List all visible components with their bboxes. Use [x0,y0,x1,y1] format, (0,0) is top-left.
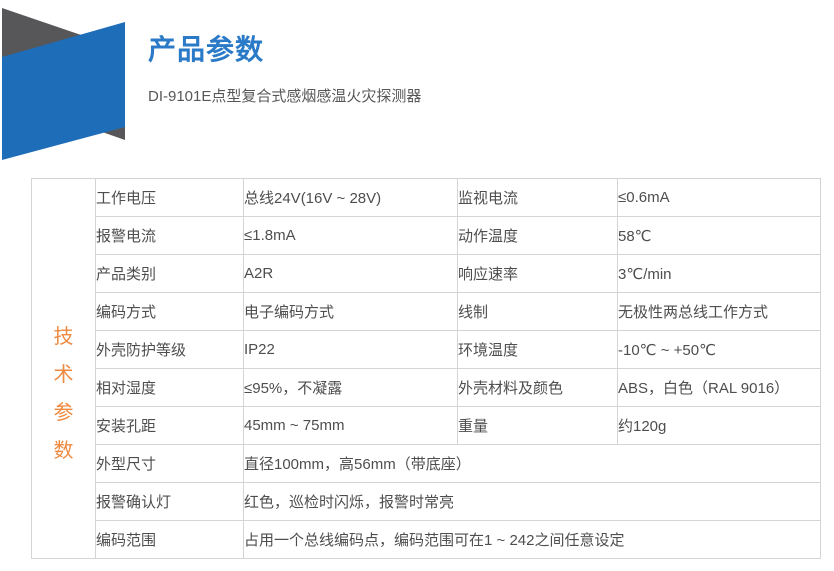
spec-value: A2R [243,254,458,293]
page-header: 产品参数 DI-9101E点型复合式感烟感温火灾探测器 [148,34,421,106]
table-row: 技 术 参 数 工作电压 总线24V(16V ~ 28V) 监视电流 ≤0.6m… [31,178,821,559]
table-row: 编码方式 电子编码方式 线制 无极性两总线工作方式 [32,292,821,331]
table-row: 外型尺寸 直径100mm，高56mm（带底座） [32,444,821,483]
side-header-char: 参 [53,401,74,424]
spec-label: 工作电压 [95,178,244,217]
spec-value: IP22 [243,330,458,369]
spec-label: 外型尺寸 [95,444,244,483]
spec-value: ≤95%，不凝露 [243,368,458,407]
spec-value: 3℃/min [617,254,821,293]
spec-label: 相对湿度 [95,368,244,407]
spec-label: 环境温度 [457,330,618,369]
table-row: 安装孔距 45mm ~ 75mm 重量 约120g [32,406,821,445]
spec-label: 外壳材料及颜色 [457,368,618,407]
product-subtitle: DI-9101E点型复合式感烟感温火灾探测器 [148,88,422,105]
spec-value: 直径100mm，高56mm（带底座） [243,444,821,483]
side-header-char: 数 [53,439,74,462]
side-header-cell: 技 术 参 数 [31,178,96,559]
spec-value: 45mm ~ 75mm [243,406,458,445]
spec-label: 监视电流 [457,178,618,217]
spec-label: 响应速率 [457,254,618,293]
spec-value: ≤0.6mA [617,178,821,217]
spec-value: 58℃ [617,216,821,255]
table-row: 报警电流 ≤1.8mA 动作温度 58℃ [32,216,821,255]
table-row: 外壳防护等级 IP22 环境温度 -10℃ ~ +50℃ [32,330,821,369]
page-title: 产品参数 [148,34,265,65]
spec-label: 编码方式 [95,292,244,331]
spec-value: -10℃ ~ +50℃ [617,330,821,369]
side-header-vertical-text: 技 术 参 数 [33,268,95,470]
spec-label: 动作温度 [457,216,618,255]
spec-value: 约120g [617,406,821,445]
spec-value: ≤1.8mA [243,216,458,255]
spec-label: 产品类别 [95,254,244,293]
spec-label: 重量 [457,406,618,445]
table-row: 产品类别 A2R 响应速率 3℃/min [32,254,821,293]
spec-label: 安装孔距 [95,406,244,445]
table-row: 相对湿度 ≤95%，不凝露 外壳材料及颜色 ABS，白色（RAL 9016） [32,368,821,407]
table-row: 编码范围 占用一个总线编码点，编码范围可在1 ~ 242之间任意设定 [32,520,821,559]
spec-table: 技 术 参 数 工作电压 总线24V(16V ~ 28V) 监视电流 ≤0.6m… [31,178,821,559]
side-header-char: 技 [53,325,74,348]
spec-label: 报警电流 [95,216,244,255]
table-row: 报警确认灯 红色，巡检时闪烁，报警时常亮 [32,482,821,521]
side-header-char: 术 [53,363,74,386]
spec-value: 总线24V(16V ~ 28V) [243,178,458,217]
spec-label: 线制 [457,292,618,331]
spec-value: 占用一个总线编码点，编码范围可在1 ~ 242之间任意设定 [243,520,821,559]
spec-value: 无极性两总线工作方式 [617,292,821,331]
spec-value: ABS，白色（RAL 9016） [617,368,821,407]
spec-label: 编码范围 [95,520,244,559]
spec-value: 红色，巡检时闪烁，报警时常亮 [243,482,821,521]
ribbon-decoration [0,0,130,170]
spec-label: 报警确认灯 [95,482,244,521]
spec-value: 电子编码方式 [243,292,458,331]
spec-label: 外壳防护等级 [95,330,244,369]
